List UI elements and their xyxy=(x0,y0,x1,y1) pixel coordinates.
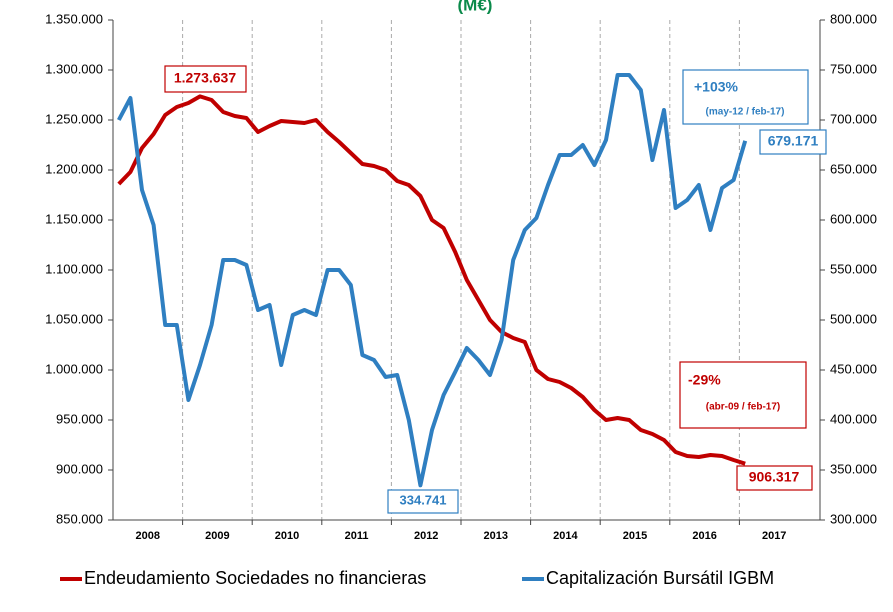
y-tick-label: 950.000 xyxy=(56,411,103,426)
y2-tick-label: 800.000 xyxy=(830,11,877,26)
y2-tick-label: 450.000 xyxy=(830,361,877,376)
annotation: 334.741 xyxy=(400,492,447,507)
series-line xyxy=(117,73,748,488)
x-tick-label: 2010 xyxy=(275,530,299,542)
x-tick-label: 2015 xyxy=(623,530,647,542)
annotation: +103% xyxy=(694,79,739,95)
x-tick-label: 2014 xyxy=(553,530,578,542)
x-tick-label: 2017 xyxy=(762,530,786,542)
annotation: 1.273.637 xyxy=(174,70,236,86)
annotation: (abr-09 / feb-17) xyxy=(706,402,780,413)
y2-tick-label: 650.000 xyxy=(830,161,877,176)
legend-label: Endeudamiento Sociedades no financieras xyxy=(84,568,426,588)
annotation-box xyxy=(682,69,809,125)
annotation-box xyxy=(164,65,247,93)
annotation: 679.171 xyxy=(768,133,819,149)
annotation-box xyxy=(736,465,813,491)
y-tick-label: 900.000 xyxy=(56,461,103,476)
y-tick-label: 1.300.000 xyxy=(45,61,103,76)
y-tick-label: 1.150.000 xyxy=(45,211,103,226)
y2-tick-label: 400.000 xyxy=(830,411,877,426)
legend-label: Capitalización Bursátil IGBM xyxy=(546,568,774,588)
x-tick-label: 2008 xyxy=(136,530,160,542)
series-line xyxy=(117,94,746,466)
y2-tick-label: 500.000 xyxy=(830,311,877,326)
y2-tick-label: 550.000 xyxy=(830,261,877,276)
annotation-box xyxy=(387,489,459,514)
y2-tick-label: 350.000 xyxy=(830,461,877,476)
x-tick-label: 2009 xyxy=(205,530,229,542)
annotation: -29% xyxy=(688,372,721,388)
y-tick-label: 1.250.000 xyxy=(45,111,103,126)
y2-tick-label: 700.000 xyxy=(830,111,877,126)
annotation-box xyxy=(759,129,827,155)
y-tick-label: 1.350.000 xyxy=(45,11,103,26)
annotation: (may-12 / feb-17) xyxy=(706,107,785,118)
y2-tick-label: 750.000 xyxy=(830,61,877,76)
y2-tick-label: 300.000 xyxy=(830,511,877,526)
x-tick-label: 2012 xyxy=(414,530,438,542)
chart-title: (M€) xyxy=(458,0,493,14)
annotation: 906.317 xyxy=(749,469,800,485)
annotation-box xyxy=(679,361,807,429)
y-tick-label: 1.100.000 xyxy=(45,261,103,276)
x-tick-label: 2016 xyxy=(692,530,716,542)
y2-tick-label: 600.000 xyxy=(830,211,877,226)
y-tick-label: 1.000.000 xyxy=(45,361,103,376)
y-tick-label: 850.000 xyxy=(56,511,103,526)
x-tick-label: 2011 xyxy=(345,530,369,542)
x-tick-label: 2013 xyxy=(484,530,508,542)
y-tick-label: 1.050.000 xyxy=(45,311,103,326)
y-tick-label: 1.200.000 xyxy=(45,161,103,176)
